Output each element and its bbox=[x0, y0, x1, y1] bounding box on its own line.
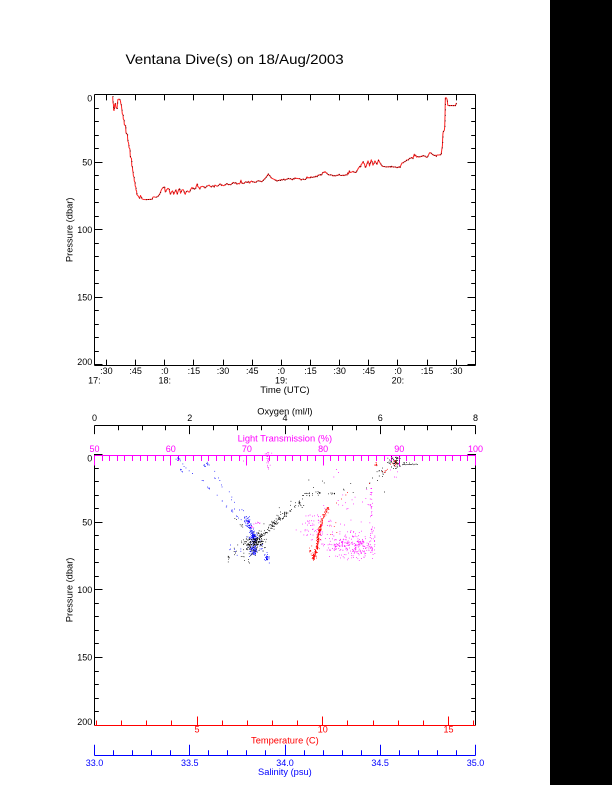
svg-text:34.5: 34.5 bbox=[371, 758, 389, 768]
svg-text:Ventana Dive(s) on 18/Aug/2003: Ventana Dive(s) on 18/Aug/2003 bbox=[126, 51, 344, 67]
svg-text:50: 50 bbox=[82, 157, 92, 167]
svg-text:Oxygen (ml/l): Oxygen (ml/l) bbox=[257, 406, 312, 416]
svg-text:100: 100 bbox=[77, 225, 92, 235]
svg-text:70: 70 bbox=[242, 444, 252, 454]
svg-text:150: 150 bbox=[77, 653, 92, 663]
svg-text:200: 200 bbox=[77, 717, 92, 727]
svg-text:90: 90 bbox=[394, 444, 404, 454]
svg-text::30: :30 bbox=[100, 366, 113, 376]
svg-text::30: :30 bbox=[217, 366, 230, 376]
svg-text:0: 0 bbox=[87, 453, 92, 463]
svg-text::15: :15 bbox=[304, 366, 317, 376]
svg-text:Time (UTC): Time (UTC) bbox=[260, 385, 309, 396]
svg-text:100: 100 bbox=[468, 444, 483, 454]
svg-text:60: 60 bbox=[166, 444, 176, 454]
svg-text::30: :30 bbox=[450, 366, 463, 376]
svg-text:15: 15 bbox=[443, 725, 453, 735]
svg-text:150: 150 bbox=[77, 293, 92, 303]
svg-text:35.0: 35.0 bbox=[467, 758, 485, 768]
svg-text:2: 2 bbox=[187, 413, 192, 423]
svg-text:8: 8 bbox=[473, 413, 478, 423]
svg-text:17:: 17: bbox=[88, 376, 101, 386]
svg-text::0: :0 bbox=[278, 366, 286, 376]
svg-text:34.0: 34.0 bbox=[276, 758, 294, 768]
svg-text:20:: 20: bbox=[392, 376, 405, 386]
svg-text:Pressure (dbar): Pressure (dbar) bbox=[64, 198, 74, 263]
svg-text::15: :15 bbox=[188, 366, 201, 376]
svg-text:18:: 18: bbox=[158, 376, 171, 386]
svg-text:33.0: 33.0 bbox=[86, 758, 104, 768]
svg-text:10: 10 bbox=[318, 725, 328, 735]
svg-text::15: :15 bbox=[421, 366, 434, 376]
svg-text:50: 50 bbox=[82, 517, 92, 527]
svg-text::0: :0 bbox=[161, 366, 169, 376]
svg-text:19:: 19: bbox=[275, 376, 288, 386]
svg-text:Salinity (psu): Salinity (psu) bbox=[258, 767, 312, 777]
svg-text::0: :0 bbox=[394, 366, 402, 376]
svg-text:50: 50 bbox=[89, 444, 99, 454]
svg-text:0: 0 bbox=[92, 413, 97, 423]
svg-text:0: 0 bbox=[87, 93, 92, 103]
svg-text::45: :45 bbox=[129, 366, 142, 376]
svg-text::45: :45 bbox=[363, 366, 376, 376]
svg-text:80: 80 bbox=[318, 444, 328, 454]
svg-text:100: 100 bbox=[77, 585, 92, 595]
svg-text:Temperature (C): Temperature (C) bbox=[251, 735, 319, 745]
svg-text:Pressure (dbar): Pressure (dbar) bbox=[64, 558, 74, 623]
svg-text::45: :45 bbox=[246, 366, 259, 376]
svg-text:4: 4 bbox=[282, 413, 287, 423]
svg-text::30: :30 bbox=[333, 366, 346, 376]
svg-text:Light Transmission (%): Light Transmission (%) bbox=[238, 434, 333, 444]
svg-text:33.5: 33.5 bbox=[181, 758, 199, 768]
svg-text:200: 200 bbox=[77, 357, 92, 367]
svg-text:6: 6 bbox=[378, 413, 383, 423]
svg-text:5: 5 bbox=[194, 725, 199, 735]
